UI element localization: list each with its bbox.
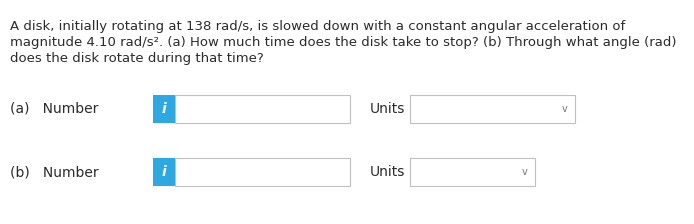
Text: v: v xyxy=(522,167,528,177)
Text: (b)   Number: (b) Number xyxy=(10,165,99,179)
Bar xyxy=(153,158,175,186)
Text: does the disk rotate during that time?: does the disk rotate during that time? xyxy=(10,52,264,65)
Text: A disk, initially rotating at 138 rad/s, is slowed down with a constant angular : A disk, initially rotating at 138 rad/s,… xyxy=(10,20,625,33)
Bar xyxy=(175,158,350,186)
Text: i: i xyxy=(162,102,167,116)
Text: v: v xyxy=(562,104,568,114)
Text: Units: Units xyxy=(370,102,405,116)
Bar xyxy=(410,95,575,123)
Bar xyxy=(153,95,175,123)
Text: i: i xyxy=(162,165,167,179)
Text: (a)   Number: (a) Number xyxy=(10,102,99,116)
Bar xyxy=(410,158,535,186)
Text: magnitude 4.10 rad/s². (a) How much time does the disk take to stop? (b) Through: magnitude 4.10 rad/s². (a) How much time… xyxy=(10,36,677,49)
Bar xyxy=(175,95,350,123)
Text: Units: Units xyxy=(370,165,405,179)
